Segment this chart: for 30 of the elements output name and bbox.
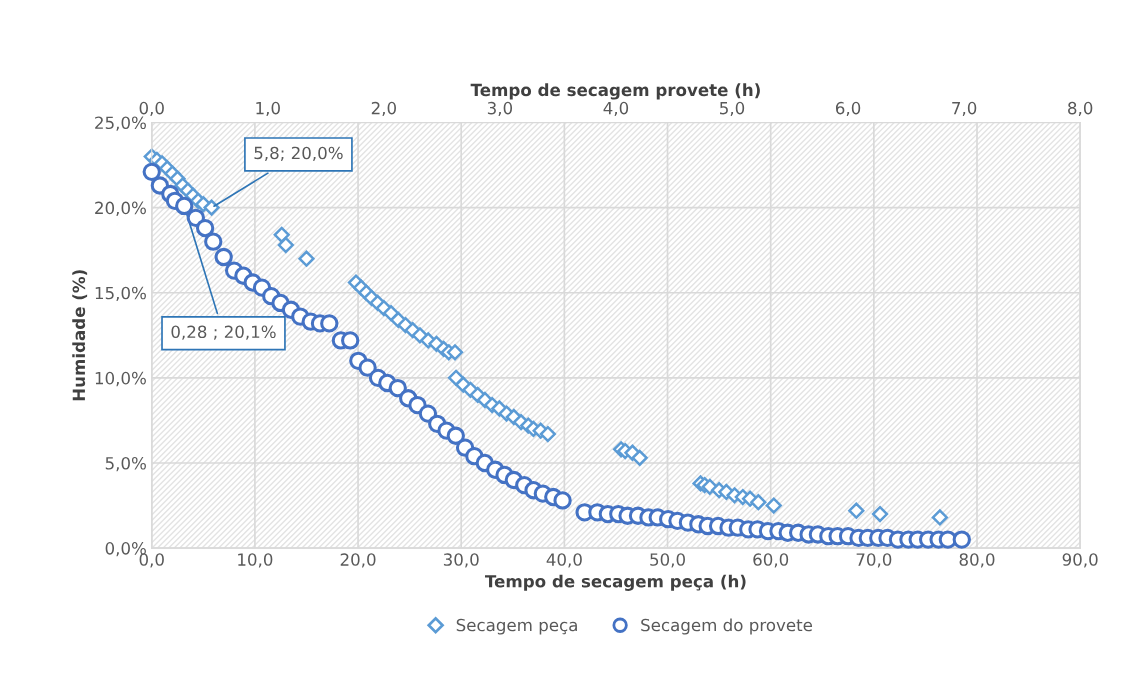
- legend-label: Secagem do provete: [641, 618, 813, 635]
- legend-label: Secagem peça: [456, 618, 577, 635]
- x-tick-label: 50,0: [650, 553, 685, 568]
- x-tick-label: 90,0: [1062, 553, 1098, 568]
- y-tick-label: 10,0%: [95, 371, 146, 387]
- x-tick-label: 10,0: [238, 553, 273, 568]
- x-tick-label: 80,0: [959, 553, 995, 568]
- x2-tick-label: 3,0: [487, 101, 513, 117]
- x2-axis-title: Tempo de secagem provete (h): [470, 83, 760, 100]
- y-tick-label: 15,0%: [95, 286, 146, 302]
- x2-tick-label: 1,0: [256, 101, 280, 117]
- x2-tick-label: 0,0: [139, 101, 164, 117]
- x-axis-title: Tempo de secagem peça (h): [485, 574, 746, 591]
- x2-tick-label: 2,0: [371, 101, 396, 117]
- x2-tick-label: 8,0: [1068, 101, 1093, 117]
- x2-tick-label: 7,0: [952, 101, 977, 117]
- x2-tick-label: 5,0: [720, 101, 745, 117]
- x2-tick-label: 4,0: [603, 101, 629, 117]
- x-tick-label: 20,0: [340, 553, 376, 568]
- y-tick-label: 5,0%: [105, 456, 146, 472]
- y-axis-title: Humidade (%): [72, 270, 88, 401]
- annotation: 0,28 ; 20,1%: [171, 325, 276, 340]
- x-tick-label: 70,0: [856, 553, 892, 568]
- x2-tick-label: 6,0: [835, 101, 861, 117]
- x-tick-label: 60,0: [753, 553, 789, 568]
- annotation: 5,8; 20,0%: [254, 146, 343, 161]
- x-tick-label: 40,0: [546, 553, 582, 568]
- x-tick-label: 30,0: [443, 553, 479, 568]
- y-tick-label: 20,0%: [95, 201, 146, 216]
- y-tick-label: 25,0%: [95, 116, 146, 131]
